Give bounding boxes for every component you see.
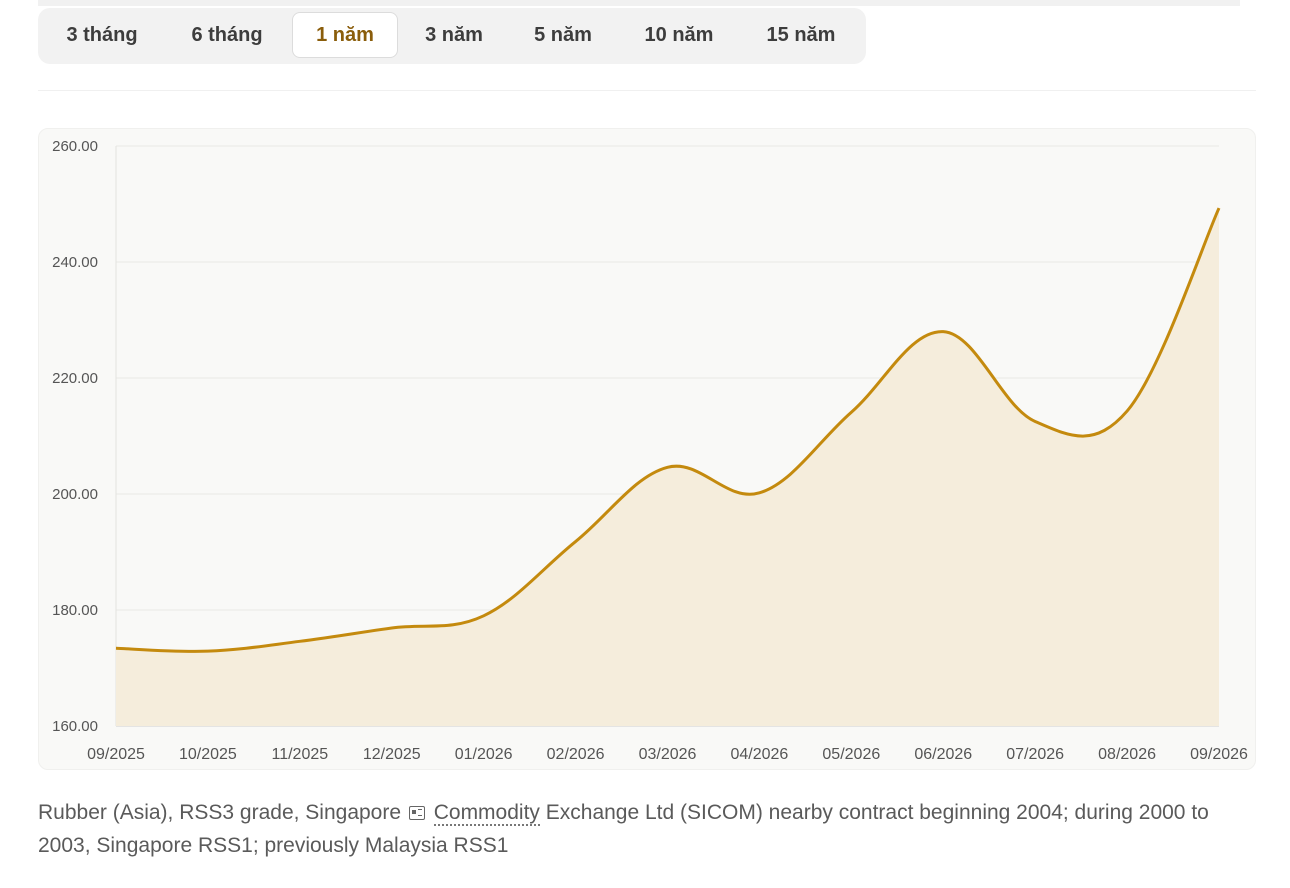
period-tabs: 3 tháng 6 tháng 1 năm 3 năm 5 năm 10 năm… <box>38 8 866 64</box>
tab-3-months[interactable]: 3 tháng <box>66 24 138 46</box>
x-axis-ticks: 09/2025 10/2025 11/2025 12/2025 01/2026 02/20… <box>87 746 1248 763</box>
caption-text-rest: Exchange Ltd (SICOM) nearby contract beg… <box>38 801 1209 857</box>
caption-abbr[interactable]: Commodity <box>433 801 540 826</box>
x-tick-label: 06/2026 <box>914 746 972 763</box>
x-tick-label: 01/2026 <box>455 746 513 763</box>
y-tick-label: 160.00 <box>52 718 98 735</box>
x-tick-label: 08/2026 <box>1098 746 1156 763</box>
y-tick-label: 260.00 <box>52 138 98 155</box>
y-tick-label: 180.00 <box>52 602 98 619</box>
series-line <box>115 207 1221 653</box>
x-tick-label: 02/2026 <box>547 746 605 763</box>
tab-3-years[interactable]: 3 năm <box>425 24 483 46</box>
series-area <box>116 208 1219 726</box>
top-strip <box>38 0 1240 6</box>
y-axis-ticks: 260.00 240.00 220.00 200.00 180.00 160.00 <box>52 138 98 735</box>
caption-text: Rubber (Asia), RSS3 grade, Singapore <box>38 801 407 824</box>
x-tick-label: 09/2026 <box>1190 746 1248 763</box>
y-tick-label: 200.00 <box>52 486 98 503</box>
tab-6-months[interactable]: 6 tháng <box>191 24 263 46</box>
x-tick-label: 04/2026 <box>730 746 788 763</box>
x-tick-label: 05/2026 <box>822 746 880 763</box>
x-tick-label: 11/2025 <box>272 746 329 763</box>
divider <box>38 90 1256 91</box>
news-icon <box>408 806 425 820</box>
tab-1-year[interactable]: 1 năm <box>292 12 398 58</box>
x-tick-label: 10/2025 <box>179 746 237 763</box>
chart-caption: Rubber (Asia), RSS3 grade, Singapore Com… <box>38 796 1228 862</box>
chart-panel: 260.00 240.00 220.00 200.00 180.00 160.00 09/… <box>38 128 1256 770</box>
tab-15-years[interactable]: 15 năm <box>766 24 836 46</box>
tab-5-years[interactable]: 5 năm <box>534 24 592 46</box>
x-tick-label: 09/2025 <box>87 746 145 763</box>
x-tick-label: 03/2026 <box>639 746 697 763</box>
x-tick-label: 07/2026 <box>1006 746 1064 763</box>
x-tick-label: 12/2025 <box>363 746 421 763</box>
y-tick-label: 220.00 <box>52 370 98 387</box>
y-tick-label: 240.00 <box>52 254 98 271</box>
price-chart: 260.00 240.00 220.00 200.00 180.00 160.00 09/… <box>52 138 1248 763</box>
tab-10-years[interactable]: 10 năm <box>644 24 714 46</box>
